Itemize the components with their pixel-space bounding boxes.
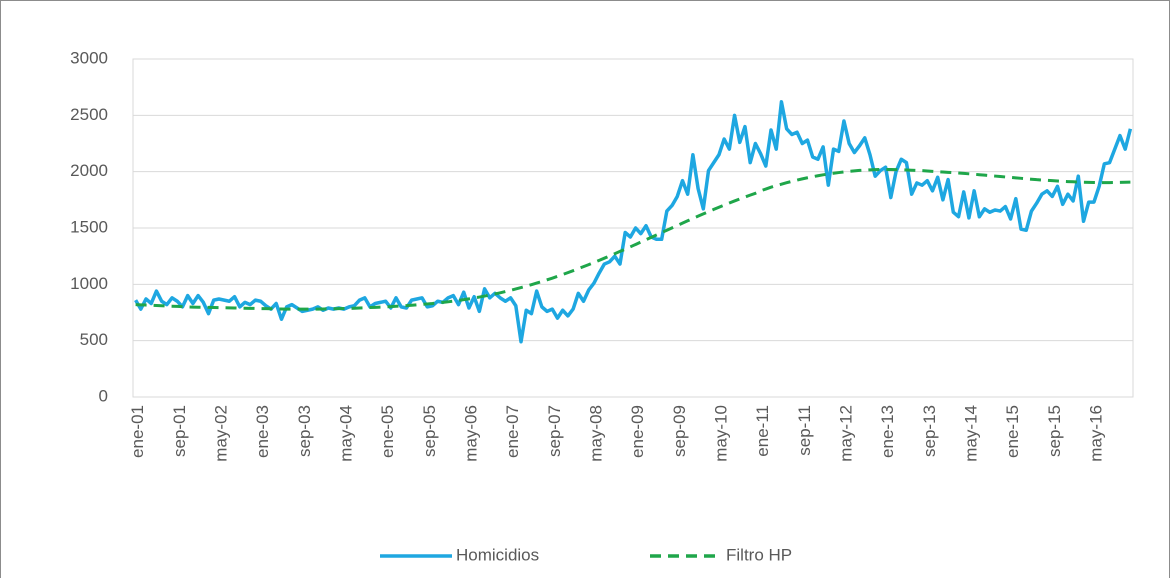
x-tick-label: ene-11	[753, 405, 772, 457]
x-tick-label: may-12	[836, 405, 855, 462]
y-tick-label: 2500	[70, 105, 108, 124]
x-tick-label: sep-11	[795, 405, 814, 456]
x-tick-label: may-02	[211, 405, 230, 462]
x-tick-label: may-04	[336, 405, 355, 462]
line-series	[135, 168, 1131, 311]
plot-border	[132, 58, 1134, 398]
y-tick-label: 1500	[70, 217, 108, 236]
line-series	[134, 100, 1133, 344]
x-tick-label: ene-03	[253, 405, 272, 458]
x-tick-label: ene-05	[378, 405, 397, 458]
x-tick-label: may-06	[461, 405, 480, 462]
x-tick-label: may-14	[961, 405, 980, 462]
x-tick-label: ene-15	[1003, 405, 1022, 458]
x-tick-label: ene-01	[128, 405, 147, 458]
x-tick-label: ene-07	[503, 405, 522, 458]
y-tick-label: 0	[99, 386, 108, 405]
y-tick-label: 3000	[70, 48, 108, 67]
legend-label: Homicidios	[456, 545, 539, 564]
x-tick-label: sep-01	[170, 405, 189, 457]
legend-label: Filtro HP	[726, 545, 792, 564]
x-tick-label: ene-13	[878, 405, 897, 458]
y-tick-label: 2000	[70, 161, 108, 180]
x-tick-label: sep-13	[920, 405, 939, 457]
x-tick-label: may-08	[586, 405, 605, 462]
x-tick-label: sep-03	[295, 405, 314, 457]
y-tick-label: 500	[80, 330, 108, 349]
y-tick-label: 1000	[70, 274, 108, 293]
x-tick-label: sep-07	[545, 405, 564, 457]
x-tick-label: sep-09	[670, 405, 689, 457]
x-tick-label: may-16	[1086, 405, 1105, 462]
x-tick-label: sep-15	[1045, 405, 1064, 457]
x-tick-label: sep-05	[420, 405, 439, 457]
x-tick-label: may-10	[711, 405, 730, 462]
x-tick-label: ene-09	[628, 405, 647, 458]
